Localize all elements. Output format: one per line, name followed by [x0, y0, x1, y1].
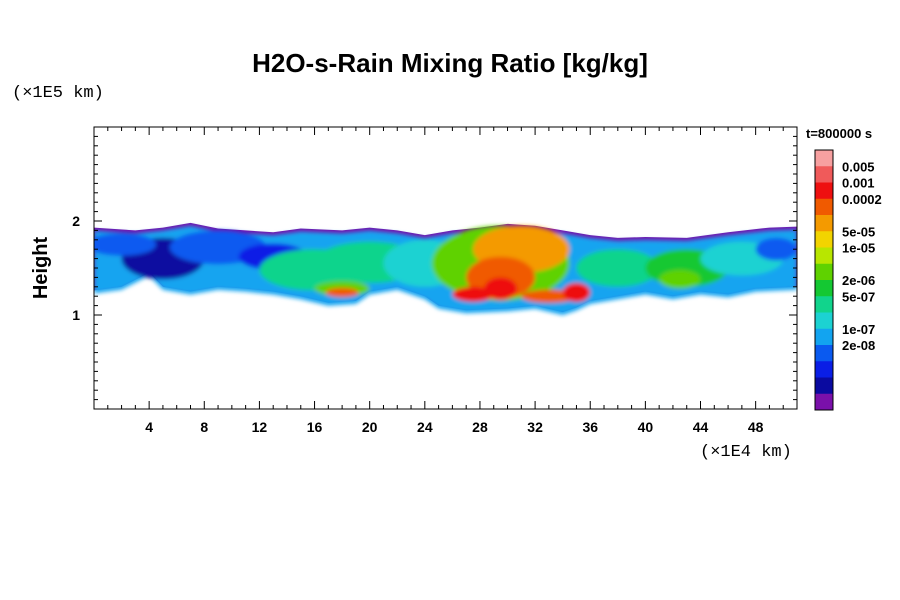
x-tick-label: 48 — [748, 419, 764, 435]
colorbar-swatch — [815, 312, 833, 330]
colorbar-swatch — [815, 296, 833, 313]
colorbar-swatch — [815, 166, 833, 183]
colorbar-frame — [814, 149, 834, 411]
y-axis-label: Height — [30, 237, 52, 300]
field-patch-18 — [659, 269, 701, 289]
field-patch-1 — [94, 233, 157, 256]
x-tick-label: 24 — [417, 419, 433, 435]
x-tick-label: 40 — [638, 419, 654, 435]
colorbar-label: 5e-07 — [842, 289, 875, 304]
x-tick-label: 36 — [582, 419, 598, 435]
colorbar-label: 0.001 — [842, 176, 875, 191]
colorbar-swatch — [815, 280, 833, 297]
colorbar-swatch — [815, 247, 833, 265]
colorbar-swatch — [815, 150, 833, 167]
colorbar-swatch — [815, 198, 833, 216]
field-layer — [94, 222, 797, 316]
field-patch-20 — [755, 237, 797, 261]
y-tick-label: 1 — [72, 307, 80, 323]
colorbar-label: 5e-05 — [842, 224, 875, 239]
x-tick-label: 8 — [200, 419, 208, 435]
field-patch-13 — [452, 286, 494, 302]
x-axis: 4 8 12 16 20 24 28 32 36 40 44 48 — [107, 127, 784, 435]
y-tick-label: 2 — [72, 213, 80, 229]
y-axis: 12 — [72, 135, 797, 401]
x-tick-label: 20 — [362, 419, 378, 435]
colorbar-swatch — [815, 263, 833, 281]
colorbar-swatch — [815, 231, 833, 248]
colorbar-swatch — [815, 328, 833, 346]
colorbar-label: 1e-07 — [842, 322, 875, 337]
x-tick-label: 32 — [527, 419, 543, 435]
field-patch-15 — [562, 283, 591, 302]
colorbar-label: 1e-05 — [842, 241, 875, 256]
time-label: t=800000 s — [806, 126, 873, 141]
colorbar-swatch — [815, 393, 833, 411]
colorbar-label: 0.0002 — [842, 192, 882, 207]
colorbar-swatch — [815, 215, 833, 232]
colorbar-swatch — [815, 361, 833, 378]
x-tick-label: 44 — [693, 419, 709, 435]
x-tick-label: 16 — [307, 419, 323, 435]
field-patch-14 — [521, 289, 577, 303]
x-scale-note: (×1E4 km) — [700, 443, 792, 462]
chart-title: H2O-s-Rain Mixing Ratio [kg/kg] — [252, 48, 648, 78]
y-scale-note: (×1E5 km) — [12, 84, 104, 103]
x-tick-label: 28 — [472, 419, 488, 435]
colorbar-swatch — [815, 182, 833, 200]
colorbar-label: 2e-08 — [842, 338, 875, 353]
field-patch-8 — [325, 287, 359, 298]
colorbar-label: 2e-06 — [842, 273, 875, 288]
colorbar-swatch — [815, 377, 833, 395]
x-tick-label: 12 — [252, 419, 268, 435]
colorbar-label: 0.005 — [842, 159, 875, 174]
field-patch-16 — [576, 249, 660, 287]
colorbar-swatch — [815, 345, 833, 362]
x-tick-label: 4 — [145, 419, 153, 435]
